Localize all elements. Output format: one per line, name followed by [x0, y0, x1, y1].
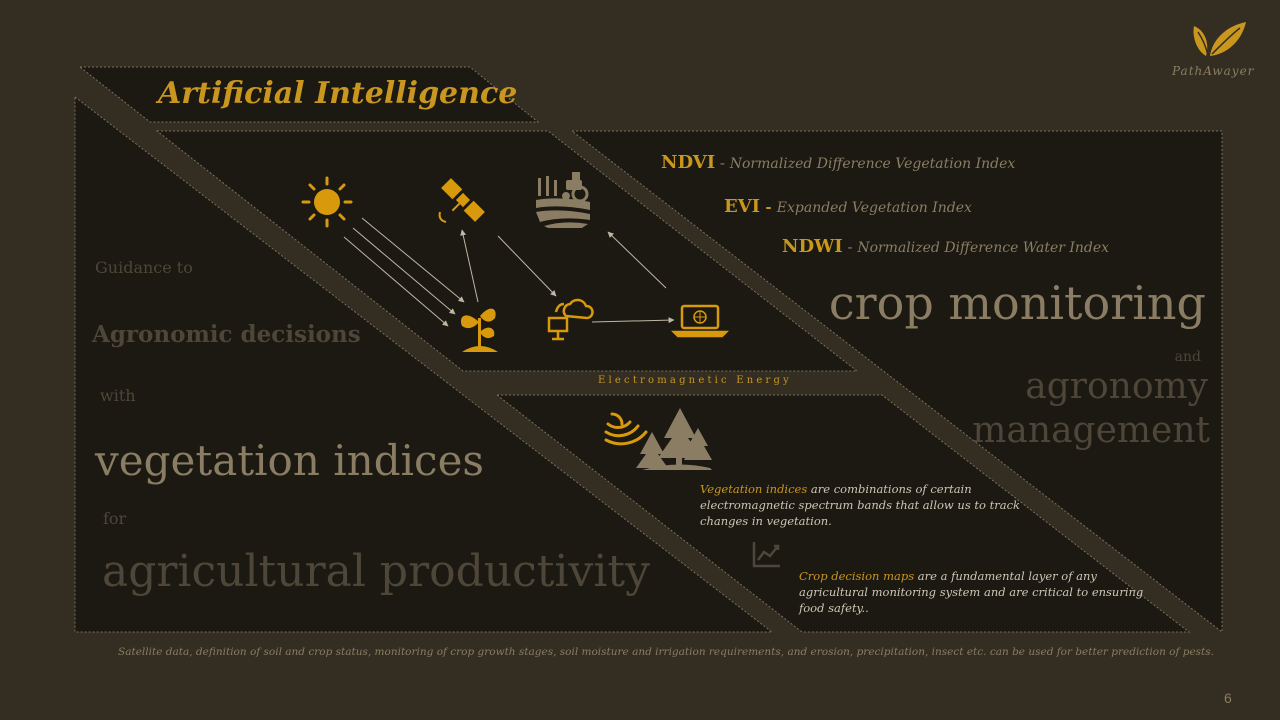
index-ndvi-sep: -: [715, 154, 730, 172]
index-ndvi-abbr: NDVI: [661, 152, 716, 173]
index-ndwi-abbr: NDWI: [782, 236, 843, 257]
veg-note-line3: changes in vegetation.: [700, 514, 832, 528]
sun-icon: [301, 176, 353, 228]
index-evi: EVI - Expanded Vegetation Index: [724, 196, 972, 217]
brand-name: PathAwayer: [1172, 64, 1255, 78]
management-text: management: [972, 410, 1210, 451]
plant-icon: [460, 308, 498, 352]
footer-text: Satellite data, definition of soil and c…: [118, 646, 1214, 658]
farm-field-icon: [536, 172, 590, 228]
title-banner: [78, 66, 540, 123]
satellite-icon: [441, 178, 485, 222]
guidance-text: Guidance to: [95, 258, 193, 277]
crop-note-line3: food safety..: [799, 601, 869, 615]
agronomy-text: agronomy: [1025, 366, 1208, 407]
index-evi-sep: -: [760, 198, 777, 216]
page-title: Artificial Intelligence: [158, 76, 518, 111]
with-text: with: [100, 386, 136, 405]
and-text: and: [1174, 349, 1201, 365]
agronomic-decisions-text: Agronomic decisions: [92, 321, 361, 348]
page-number: 6: [1224, 690, 1232, 706]
vegetation-indices-text: vegetation indices: [95, 436, 484, 485]
agricultural-productivity-text: agricultural productivity: [102, 546, 650, 597]
chart-trend-icon: [752, 542, 780, 568]
index-evi-desc: Expanded Vegetation Index: [776, 200, 972, 216]
crop-maps-highlight: Crop decision maps: [799, 569, 915, 583]
right-panel: [570, 130, 1223, 634]
leaf-icon: [1193, 22, 1246, 57]
index-ndwi-sep: -: [842, 238, 858, 256]
laptop-icon: [670, 304, 730, 338]
left-panel: [74, 95, 774, 633]
veg-indices-highlight: Vegetation indices: [700, 482, 808, 496]
forest-signal-icon: [604, 408, 712, 470]
cloud-computing-icon: [547, 298, 594, 341]
for-text: for: [103, 509, 127, 528]
crop-note-line2: agricultural monitoring system and are c…: [799, 585, 1144, 599]
energy-arrows: [343, 217, 675, 327]
index-ndwi: NDWI - Normalized Difference Water Index: [782, 236, 1109, 257]
index-ndwi-desc: Normalized Difference Water Index: [857, 240, 1110, 256]
index-ndvi-desc: Normalized Difference Vegetation Index: [729, 156, 1016, 172]
em-energy-label: Electromagnetic Energy: [598, 375, 792, 386]
veg-note-line2: electromagnetic spectrum bands that allo…: [700, 498, 1020, 512]
veg-note-line1: are combinations of certain: [807, 482, 972, 496]
crop-maps-note: Crop decision maps are a fundamental lay…: [799, 568, 1143, 616]
index-ndvi: NDVI - Normalized Difference Vegetation …: [661, 152, 1015, 173]
index-evi-abbr: EVI: [724, 196, 761, 217]
crop-monitoring-text: crop monitoring: [828, 276, 1206, 330]
crop-note-line1: are a fundamental layer of any: [914, 569, 1097, 583]
veg-indices-note: Vegetation indices are combinations of c…: [700, 481, 1020, 529]
